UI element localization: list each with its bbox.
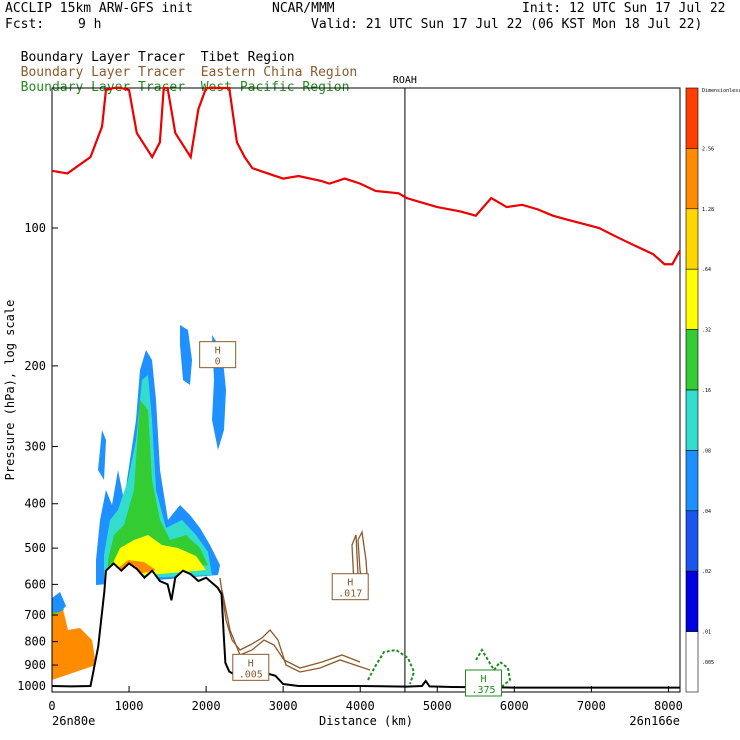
legend-prefix: Boundary Layer Tracer bbox=[20, 65, 186, 80]
colorbar-segment bbox=[685, 268, 699, 330]
colorbar-level-label: .64 bbox=[702, 267, 711, 273]
y-tick-label: 900 bbox=[24, 658, 46, 672]
colorbar-level-label: .005 bbox=[702, 660, 714, 666]
feature-value: .005 bbox=[239, 669, 263, 680]
tropopause-line bbox=[51, 86, 681, 266]
feature-value: 0 bbox=[215, 357, 221, 368]
x-axis-ticks: 0 1000 2000 3000 4000 5000 6000 7000 8000 bbox=[48, 686, 683, 713]
feature-high-marker: H bbox=[215, 346, 221, 357]
station-label: ROAH bbox=[393, 75, 417, 86]
colorbar-level-label: .01 bbox=[702, 630, 711, 636]
colorbar-level-label: 1.28 bbox=[702, 207, 714, 213]
feature-label-box: H0 bbox=[199, 341, 237, 369]
legend-region: Eastern China Region bbox=[200, 65, 358, 80]
y-tick-label: 200 bbox=[24, 359, 46, 373]
tracer-fill-upper-blue bbox=[180, 325, 192, 385]
y-tick-label: 700 bbox=[24, 608, 46, 622]
terrain-fill bbox=[52, 563, 680, 692]
tracer-fill-column-blue bbox=[98, 430, 106, 480]
y-tick-label: 600 bbox=[24, 577, 46, 591]
feature-high-marker: H bbox=[347, 578, 353, 589]
y-tick-label: 300 bbox=[24, 440, 46, 454]
x-axis-label: Distance (km) bbox=[319, 714, 413, 728]
x-tick-label: 4000 bbox=[346, 699, 375, 713]
x-tick-label: 8000 bbox=[654, 699, 683, 713]
colorbar-segment bbox=[685, 329, 699, 391]
x-tick-label: 1000 bbox=[115, 699, 144, 713]
y-tick-label: 400 bbox=[24, 497, 46, 511]
legend-prefix: Boundary Layer Tracer bbox=[20, 50, 186, 65]
colorbar-level-label: .32 bbox=[702, 328, 711, 334]
org-label: NCAR/MMM bbox=[272, 1, 335, 16]
tracer-fill-orange bbox=[52, 605, 96, 680]
colorbar-segment bbox=[685, 389, 699, 451]
plot-frame bbox=[51, 87, 681, 693]
tracer-fill-green-core bbox=[108, 400, 208, 575]
feature-high-marker: H bbox=[480, 674, 486, 685]
x-tick-label: 0 bbox=[48, 699, 55, 713]
colorbar-segment bbox=[685, 148, 699, 210]
feature-label-box: H.375 bbox=[465, 669, 503, 697]
valid-time: Valid: 21 UTC Sun 17 Jul 22 (06 KST Mon … bbox=[311, 17, 703, 32]
feature-value: .375 bbox=[471, 685, 495, 696]
colorbar-title: Dimensionless bbox=[702, 88, 740, 94]
right-endpoint-label: 26n166e bbox=[629, 714, 680, 728]
y-tick-label: 500 bbox=[24, 541, 46, 555]
colorbar-segment bbox=[685, 450, 699, 512]
colorbar-segment bbox=[685, 631, 699, 693]
legend-entry-tibet: Boundary Layer Tracer Tibet Region bbox=[5, 35, 295, 65]
legend-region: Tibet Region bbox=[200, 50, 295, 65]
x-tick-label: 5000 bbox=[423, 699, 452, 713]
feature-label-box: H.005 bbox=[232, 653, 270, 681]
feature-value: .017 bbox=[338, 589, 362, 600]
y-axis-ticks: 100 200 300 400 500 600 700 800 900 1000 bbox=[17, 221, 58, 693]
x-tick-label: 2000 bbox=[192, 699, 221, 713]
colorbar-level-label: .08 bbox=[702, 448, 711, 454]
forecast-label: Fcst: bbox=[5, 17, 45, 32]
colorbar-level-label: .16 bbox=[702, 388, 711, 394]
colorbar-segment bbox=[685, 208, 699, 270]
init-time: Init: 12 UTC Sun 17 Jul 22 bbox=[522, 1, 726, 16]
legend-entry-eastern-china: Boundary Layer Tracer Eastern China Regi… bbox=[5, 50, 358, 80]
y-tick-label: 100 bbox=[24, 221, 46, 235]
tracer-fill-blue bbox=[52, 592, 66, 612]
colorbar-segment bbox=[685, 570, 699, 632]
x-tick-label: 3000 bbox=[269, 699, 298, 713]
west-pacific-contours bbox=[367, 648, 512, 689]
colorbar-level-label: 2.56 bbox=[702, 146, 714, 152]
feature-label-box: H.017 bbox=[331, 573, 369, 601]
colorbar-segment bbox=[685, 510, 699, 572]
eastern-china-contours bbox=[219, 529, 371, 673]
tracer-shading bbox=[52, 325, 226, 680]
y-tick-label: 1000 bbox=[17, 679, 46, 693]
x-tick-label: 6000 bbox=[500, 699, 529, 713]
x-tick-label: 7000 bbox=[577, 699, 606, 713]
forecast-hour: 9 h bbox=[78, 17, 102, 32]
colorbar-level-label: .04 bbox=[702, 509, 711, 515]
y-axis-label: Pressure (hPa), log scale bbox=[3, 300, 17, 481]
terrain-outline bbox=[51, 562, 680, 689]
colorbar-level-label: .02 bbox=[702, 569, 711, 575]
model-title: ACCLIP 15km ARW-GFS init bbox=[5, 1, 193, 16]
left-endpoint-label: 26n80e bbox=[52, 714, 95, 728]
colorbar-segment bbox=[685, 87, 699, 149]
colorbar: Dimensionless 2.56 1.28 .64 .32 .16 .08 .04 .02.… bbox=[685, 87, 740, 693]
feature-high-marker: H bbox=[248, 658, 254, 669]
y-tick-label: 800 bbox=[24, 635, 46, 649]
